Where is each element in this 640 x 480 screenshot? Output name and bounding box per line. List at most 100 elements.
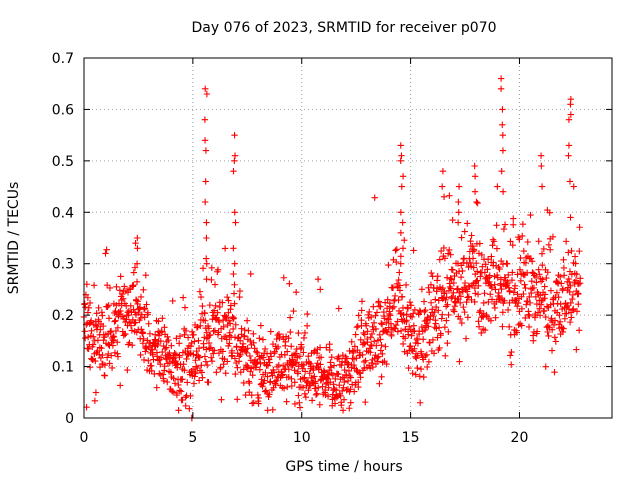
data-point (192, 370, 199, 377)
data-point (370, 303, 377, 310)
data-point (397, 229, 405, 237)
data-point (333, 394, 340, 401)
data-point (451, 302, 459, 310)
data-point (504, 306, 512, 314)
data-point (396, 287, 404, 294)
data-point (565, 142, 573, 149)
data-point (439, 311, 446, 318)
data-point (236, 293, 243, 301)
data-point (247, 337, 254, 345)
data-point (97, 354, 105, 362)
data-point (505, 323, 513, 331)
data-point (414, 340, 422, 347)
data-point (203, 335, 210, 342)
tick-labels: 0 0.1 0.2 0.3 0.4 0.5 0.6 0.7 0 5 10 15 20 (52, 51, 529, 446)
data-point (406, 323, 413, 330)
data-point (219, 299, 226, 306)
data-point (203, 219, 210, 226)
data-point (199, 374, 206, 381)
data-point (355, 383, 362, 391)
data-point (457, 273, 465, 281)
data-point (127, 322, 135, 329)
data-point (567, 282, 574, 289)
data-point (124, 366, 131, 374)
data-point (393, 246, 400, 253)
data-point (234, 396, 241, 403)
data-point (492, 314, 499, 321)
data-point (86, 364, 94, 371)
data-point (294, 368, 302, 376)
data-point (302, 394, 310, 401)
data-point (144, 309, 152, 316)
data-point (266, 391, 273, 398)
data-point (378, 320, 385, 327)
data-point (569, 295, 576, 303)
data-point (257, 360, 264, 368)
data-point (335, 370, 342, 378)
data-point (315, 384, 322, 391)
data-point (220, 323, 227, 331)
data-point (310, 348, 318, 356)
data-point (152, 336, 159, 344)
data-point (513, 329, 520, 336)
data-point (492, 286, 499, 293)
data-point (474, 277, 481, 284)
data-point (437, 247, 445, 255)
data-point (299, 384, 307, 391)
data-point (368, 330, 376, 338)
data-point (249, 371, 256, 379)
data-point (350, 361, 358, 369)
data-point (410, 247, 417, 254)
data-point (248, 391, 255, 399)
data-point (104, 303, 111, 310)
data-point (543, 274, 550, 282)
data-point (460, 255, 468, 262)
data-point (420, 298, 428, 305)
data-point (416, 373, 423, 380)
data-point (164, 378, 171, 386)
data-point (154, 357, 162, 364)
data-point (501, 221, 509, 228)
data-point (134, 245, 141, 252)
data-point (542, 363, 549, 370)
data-point (399, 173, 407, 180)
data-point (192, 363, 200, 370)
data-point (83, 281, 91, 288)
data-point (169, 388, 177, 396)
data-point (567, 101, 574, 108)
data-point (150, 356, 157, 363)
data-point (514, 302, 521, 310)
data-point (420, 373, 427, 381)
data-point (262, 369, 269, 376)
data-point (220, 360, 227, 368)
data-point (416, 307, 423, 314)
data-point (243, 317, 251, 324)
data-point (247, 368, 254, 375)
data-point (267, 353, 275, 360)
data-point (298, 343, 305, 351)
data-point (203, 275, 210, 283)
data-point (202, 317, 209, 324)
data-point (181, 331, 188, 338)
data-point (197, 322, 204, 330)
data-point (456, 299, 464, 306)
data-point (450, 289, 457, 297)
data-point (539, 276, 546, 283)
data-point (90, 282, 98, 289)
data-point (353, 324, 361, 331)
data-point (471, 284, 479, 292)
data-point (112, 327, 120, 335)
data-point (102, 250, 109, 257)
data-point (361, 364, 368, 372)
data-point (448, 293, 456, 301)
data-point (475, 323, 483, 330)
data-point (549, 233, 557, 240)
data-point (566, 318, 574, 326)
data-point (153, 384, 160, 391)
data-point (101, 372, 108, 379)
data-point (524, 238, 531, 246)
data-point (234, 364, 241, 371)
data-point (464, 288, 471, 295)
data-point (191, 338, 198, 345)
data-point (384, 329, 391, 336)
